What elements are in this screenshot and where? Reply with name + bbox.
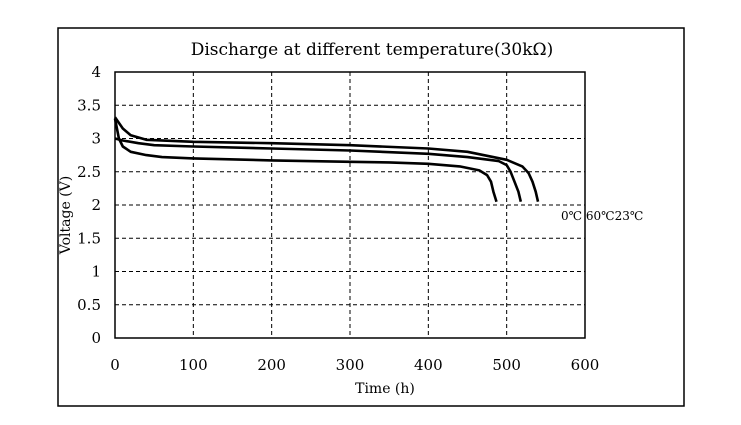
y-tick-label: 1.5 [77, 229, 101, 247]
x-tick-label: 300 [336, 356, 365, 374]
x-tick-label: 100 [179, 356, 208, 374]
y-tick-label: 0 [91, 329, 101, 347]
x-tick-label: 200 [257, 356, 286, 374]
chart-title: Discharge at different temperature(30kΩ) [191, 40, 554, 60]
x-tick-label: 0 [110, 356, 120, 374]
y-tick-label: 4 [91, 63, 101, 81]
x-tick-label: 600 [571, 356, 600, 374]
y-tick-label: 2 [91, 196, 101, 214]
series-line-60℃ [114, 137, 523, 203]
series-line-23℃ [113, 116, 540, 202]
outer-border [57, 27, 685, 407]
y-axis-title: Voltage (V) [58, 176, 74, 255]
series-labels: 0℃ 60℃23℃ [561, 209, 643, 223]
x-tick-label: 500 [492, 356, 521, 374]
y-tick-label: 1 [91, 263, 101, 281]
x-tick-label: 400 [414, 356, 443, 374]
series-line-0℃ [113, 118, 498, 203]
x-axis-title: Time (h) [355, 381, 415, 397]
y-tick-label: 3 [91, 130, 101, 148]
y-tick-label: 0.5 [77, 296, 101, 314]
y-tick-label: 2.5 [77, 163, 101, 181]
y-tick-label: 3.5 [77, 96, 101, 114]
plot-area-border [114, 71, 586, 339]
